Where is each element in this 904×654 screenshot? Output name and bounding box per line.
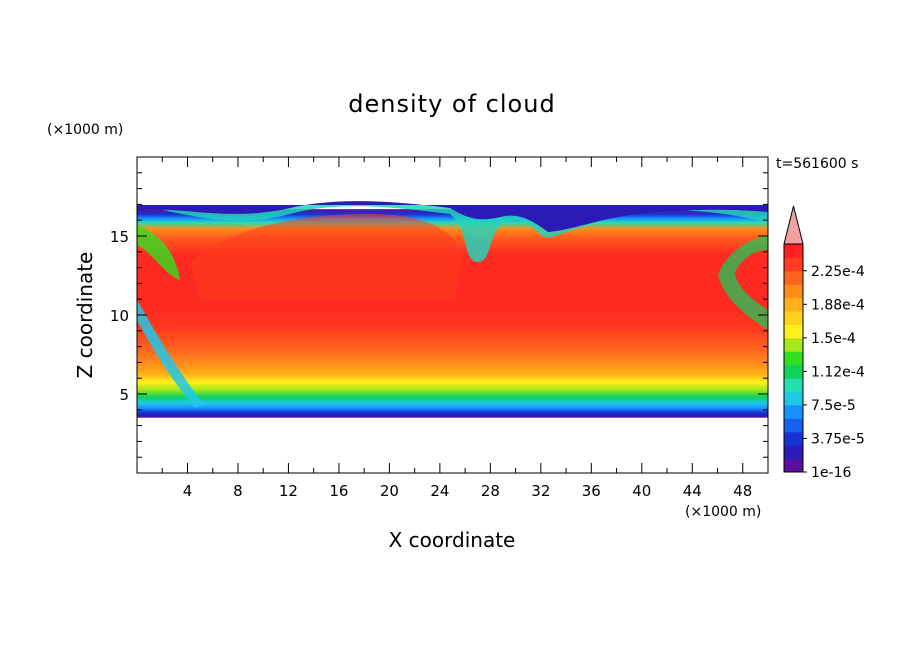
chart-title: density of cloud bbox=[348, 90, 555, 118]
x-tick-label: 40 bbox=[632, 482, 651, 500]
y-tick-label: 5 bbox=[119, 386, 129, 404]
colorbar-level bbox=[784, 324, 803, 339]
x-unit-label: (×1000 m) bbox=[685, 504, 761, 520]
colorbar-level bbox=[784, 445, 803, 460]
y-axis-label: Z coordinate bbox=[73, 252, 97, 379]
cloud-bulge bbox=[190, 213, 462, 300]
time-label: t=561600 s bbox=[776, 156, 858, 172]
x-tick-label: 4 bbox=[183, 482, 193, 500]
colorbar-frame bbox=[783, 243, 804, 473]
y-axis-ticks: 5 10 15 bbox=[110, 172, 768, 458]
x-tick-label: 48 bbox=[733, 482, 752, 500]
colorbar-label: 1e-16 bbox=[811, 465, 851, 481]
y-unit-label: (×1000 m) bbox=[47, 122, 123, 138]
cloud-top-edge bbox=[137, 201, 768, 232]
x-tick-label: 24 bbox=[430, 482, 449, 500]
y-tick-label: 10 bbox=[110, 307, 129, 325]
x-tick-label: 36 bbox=[582, 482, 601, 500]
colorbar-level bbox=[784, 378, 803, 393]
right-edge-filament bbox=[718, 235, 768, 330]
x-tick-label: 8 bbox=[233, 482, 243, 500]
x-axis-label: X coordinate bbox=[389, 528, 516, 552]
colorbar-label: 1.88e-4 bbox=[811, 297, 865, 313]
colorbar-level bbox=[784, 244, 803, 258]
x-tick-label: 32 bbox=[531, 482, 550, 500]
x-tick-label: 20 bbox=[380, 482, 399, 500]
colorbar-level bbox=[784, 431, 803, 446]
colorbar-level bbox=[784, 297, 803, 312]
colorbar-level bbox=[784, 364, 803, 379]
colorbar-label: 7.5e-5 bbox=[811, 398, 856, 414]
colorbar-level bbox=[784, 270, 803, 285]
colorbar-level bbox=[784, 257, 803, 272]
colorbar-level bbox=[784, 351, 803, 366]
colorbar-level bbox=[784, 404, 803, 419]
x-tick-label: 28 bbox=[481, 482, 500, 500]
x-axis-ticks: 4 8 12 16 20 24 28 32 36 40 44 48 bbox=[161, 157, 752, 500]
colorbar-label: 3.75e-5 bbox=[811, 431, 865, 447]
x-tick-label: 12 bbox=[279, 482, 298, 500]
colorbar-level bbox=[784, 311, 803, 325]
x-tick-label: 16 bbox=[329, 482, 348, 500]
colorbar-level bbox=[784, 418, 803, 433]
colorbar-label: 1.12e-4 bbox=[811, 364, 865, 380]
y-tick-label: 15 bbox=[110, 228, 129, 246]
colorbar-level bbox=[784, 337, 803, 352]
left-slant-streak bbox=[137, 300, 205, 408]
colorbar-extend-arrow bbox=[783, 205, 804, 245]
colorbar-level bbox=[784, 284, 803, 299]
colorbar-level bbox=[784, 458, 803, 473]
colorbar-label: 2.25e-4 bbox=[811, 264, 865, 280]
x-tick-label: 44 bbox=[683, 482, 702, 500]
left-edge-filament bbox=[137, 225, 180, 280]
colorbar-label: 1.5e-4 bbox=[811, 331, 856, 347]
cloud-density-field bbox=[137, 201, 768, 418]
colorbar: 1e-16 3.75e-5 7.5e-5 1.12e-4 1.5e-4 1.88e-4 2.… bbox=[783, 205, 865, 481]
colorbar-level bbox=[784, 391, 803, 406]
